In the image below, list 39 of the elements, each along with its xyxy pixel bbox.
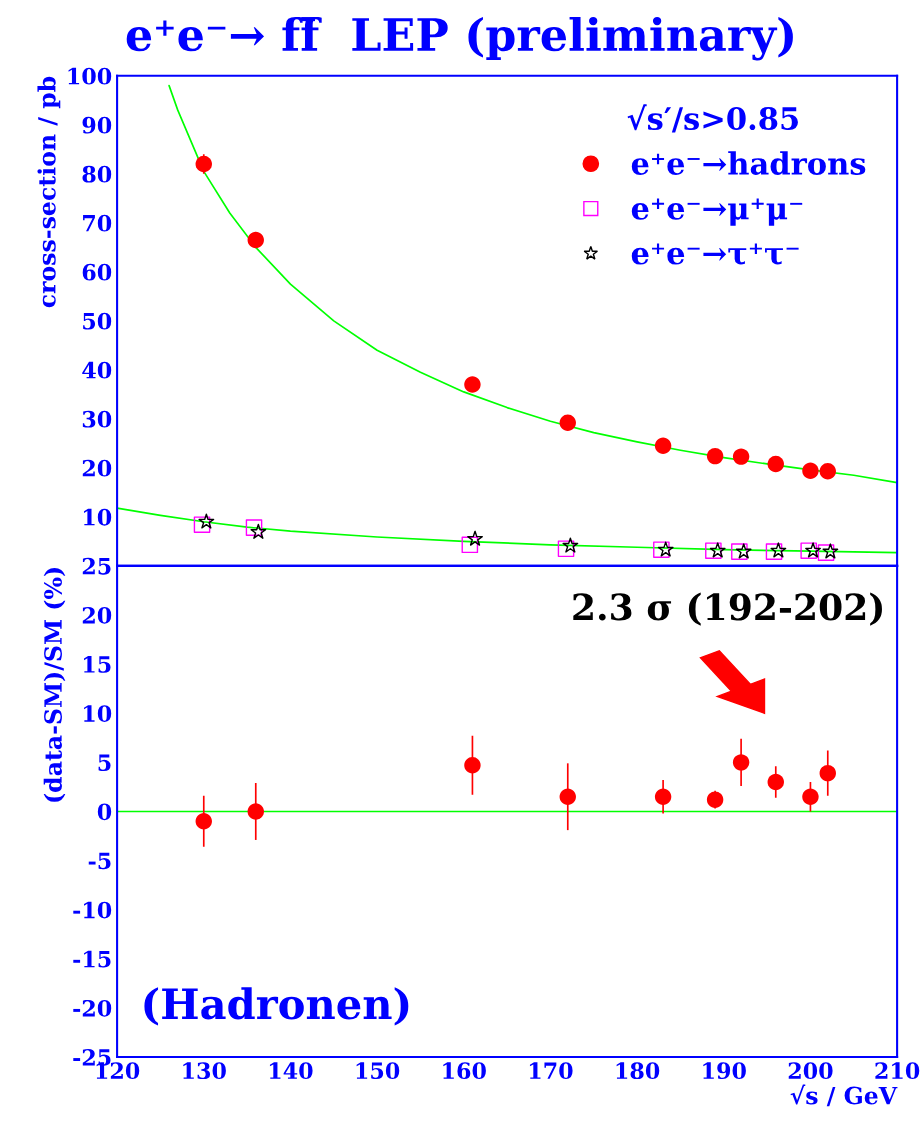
y-tick-label: 10 (84, 705, 112, 722)
x-axis-title: √s / GeV (790, 1084, 898, 1107)
y-tick-label: 50 (83, 312, 112, 330)
x-tick-label: 180 (616, 1062, 660, 1080)
y-tick-label: 25 (82, 557, 111, 575)
legend-label: e⁺e⁻→hadrons (631, 151, 866, 175)
y-tick-label: 20 (82, 606, 112, 624)
y-tick-label: 80 (82, 165, 112, 183)
x-tick-label: 130 (183, 1062, 226, 1080)
x-tick-label: 170 (529, 1062, 573, 1080)
y-tick-label: 5 (98, 754, 111, 772)
y-tick-label: 70 (83, 214, 112, 232)
x-tick-label: 140 (269, 1062, 313, 1080)
x-tick-label: 150 (356, 1062, 400, 1080)
legend-label: e⁺e⁻→μ⁺μ⁻ (631, 198, 803, 226)
y-tick-label: -15 (73, 950, 111, 968)
y-tick-label: 0 (97, 803, 112, 821)
y-tick-label: 10 (84, 508, 112, 526)
y-tick-label: -10 (73, 901, 112, 919)
annotation: (Hadronen) (144, 987, 409, 1026)
y-tick-label: 90 (82, 116, 112, 134)
y-tick-label: 30 (82, 410, 112, 428)
y-tick-label: 20 (82, 459, 112, 477)
annotation: 2.3 σ (192-202) (573, 592, 882, 626)
x-tick-label: 210 (875, 1062, 920, 1080)
y-tick-label: -20 (73, 999, 112, 1017)
legend-label: e⁺e⁻→τ⁺τ⁻ (631, 243, 799, 265)
y-axis-title: (data-SM)/SM (%) (43, 568, 66, 802)
y-tick-label: 100 (68, 67, 112, 85)
y-tick-label: 60 (82, 263, 112, 281)
y-tick-label: 40 (82, 361, 112, 379)
y-tick-label: -5 (88, 852, 111, 870)
y-axis-title: cross-section / pb (37, 76, 61, 308)
x-tick-label: 160 (443, 1062, 486, 1080)
x-tick-label: 190 (703, 1062, 746, 1080)
x-tick-label: 200 (788, 1062, 833, 1080)
legend-title: √s′/s>0.85 (627, 104, 798, 133)
chart-title: e⁺e⁻→ ff̄ LEP (preliminary) (126, 16, 793, 61)
y-tick-label: 15 (84, 656, 111, 673)
